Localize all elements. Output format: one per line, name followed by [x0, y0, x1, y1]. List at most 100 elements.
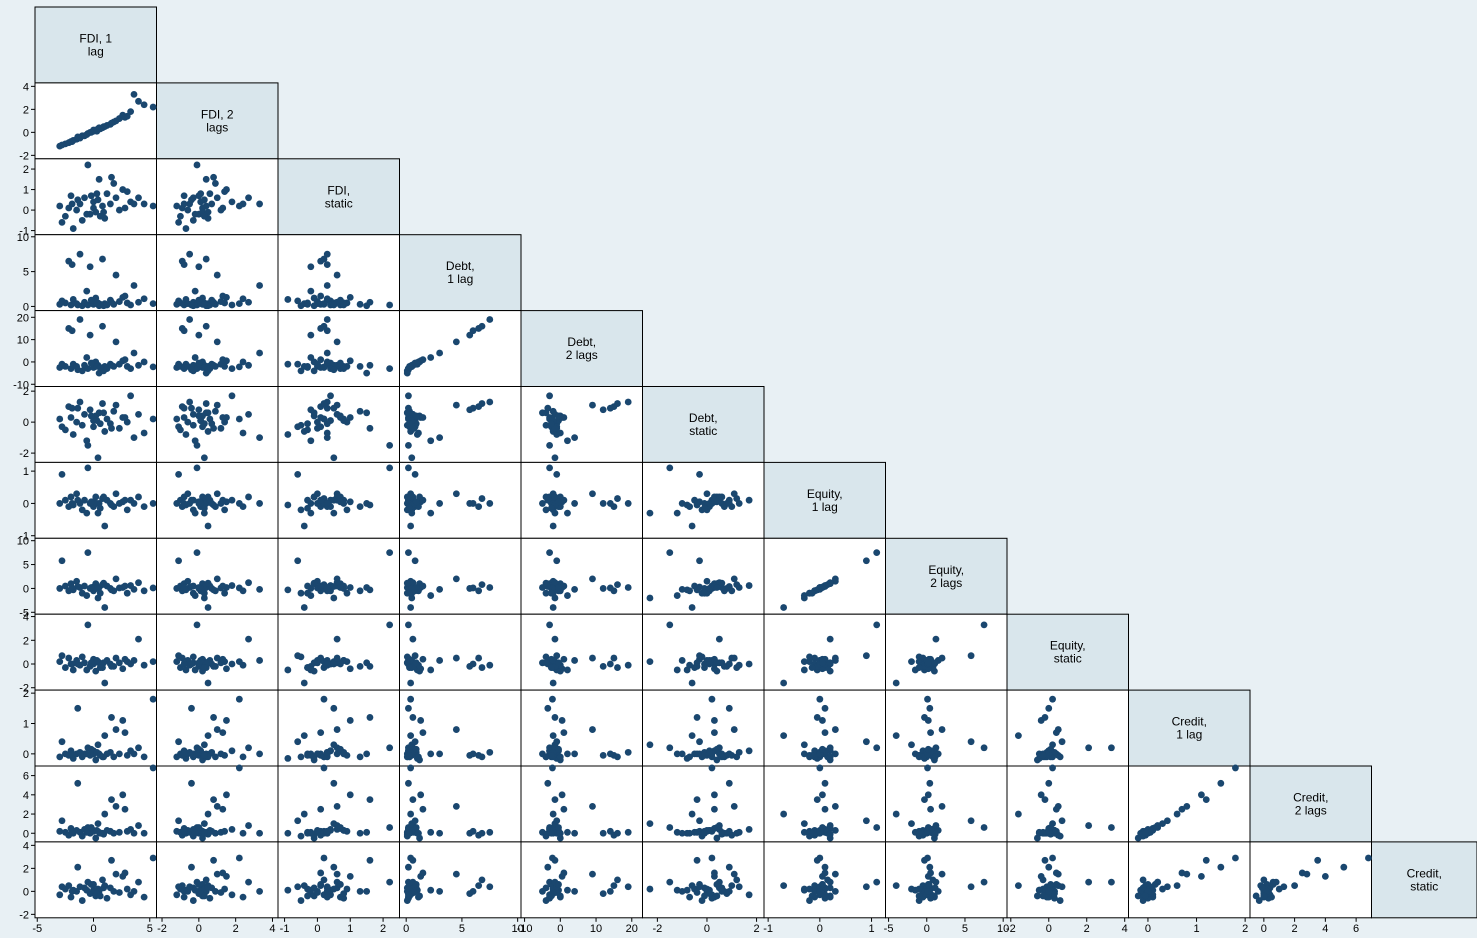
- variable-label: 1 lag: [812, 500, 838, 514]
- scatter-point: [549, 695, 556, 703]
- scatter-point: [589, 726, 596, 733]
- scatter-point: [103, 190, 111, 198]
- scatter-point: [195, 881, 203, 888]
- scatter-point: [87, 128, 95, 136]
- scatter-point: [693, 501, 701, 509]
- scatter-point: [68, 404, 76, 412]
- scatter-point: [542, 409, 550, 417]
- scatter-point: [204, 493, 212, 501]
- scatter-point: [221, 506, 229, 514]
- scatter-point: [938, 870, 946, 878]
- scatter-point: [366, 714, 374, 721]
- scatter-point: [336, 296, 344, 304]
- panel: [1006, 841, 1129, 919]
- scatter-point: [806, 658, 813, 666]
- scatter-point: [412, 881, 420, 888]
- scatter-point: [806, 653, 813, 661]
- variable-label: lag: [88, 44, 104, 58]
- scatter-point: [108, 173, 115, 181]
- scatter-point: [356, 407, 364, 415]
- scatter-point: [56, 500, 64, 507]
- scatter-point: [235, 500, 243, 507]
- scatter-point: [711, 729, 718, 737]
- scatter-point: [110, 180, 118, 187]
- scatter-point: [83, 210, 91, 218]
- scatter-point: [112, 802, 120, 810]
- scatter-point: [408, 454, 416, 462]
- scatter-point: [323, 434, 331, 442]
- scatter-point: [571, 434, 579, 442]
- y-tick-label: 20: [17, 312, 29, 324]
- scatter-point: [200, 820, 208, 828]
- scatter-point: [294, 738, 302, 746]
- scatter-point: [121, 729, 129, 737]
- scatter-point: [204, 679, 212, 687]
- y-tick-label: 0: [23, 417, 29, 429]
- scatter-point: [74, 133, 82, 141]
- scatter-point: [330, 366, 338, 374]
- scatter-point: [452, 401, 460, 409]
- panel: [34, 537, 157, 615]
- scatter-point: [86, 406, 94, 414]
- scatter-point: [300, 679, 308, 687]
- scatter-point: [366, 586, 374, 594]
- y-tick-label: 10: [17, 335, 29, 347]
- scatter-point: [336, 824, 344, 831]
- scatter-point: [330, 660, 338, 668]
- scatter-point: [245, 298, 252, 306]
- scatter-point: [204, 428, 212, 435]
- scatter-point: [68, 200, 76, 208]
- scatter-point: [182, 431, 190, 438]
- y-tick-label: 4: [23, 612, 29, 624]
- scatter-point: [1202, 796, 1210, 804]
- scatter-point: [911, 886, 919, 894]
- scatter-point: [819, 745, 826, 753]
- scatter-point: [363, 409, 371, 417]
- scatter-point: [96, 364, 104, 371]
- scatter-point: [333, 654, 341, 662]
- scatter-point: [108, 119, 115, 127]
- scatter-point: [356, 300, 364, 308]
- scatter-point: [730, 490, 738, 498]
- scatter-point: [108, 662, 115, 670]
- scatter-point: [135, 361, 142, 369]
- scatter-point: [323, 295, 331, 303]
- scatter-point: [873, 744, 881, 752]
- scatter-point: [193, 621, 201, 629]
- scatter-point: [96, 664, 104, 671]
- scatter-point: [191, 287, 199, 295]
- scatter-point: [405, 621, 412, 629]
- scatter-point: [245, 361, 252, 369]
- scatter-point: [210, 586, 217, 594]
- scatter-point: [808, 664, 816, 671]
- scatter-point: [221, 589, 229, 597]
- scatter-point: [1178, 869, 1186, 877]
- scatter-point: [403, 579, 411, 587]
- scatter-point: [1056, 832, 1064, 840]
- scatter-point: [564, 666, 571, 674]
- scatter-point: [427, 354, 435, 361]
- scatter-point: [204, 522, 212, 530]
- scatter-point: [68, 660, 76, 668]
- scatter-point: [427, 437, 435, 445]
- scatter-point: [718, 493, 726, 501]
- scatter-point: [614, 876, 621, 884]
- scatter-point: [108, 856, 115, 864]
- scatter-point: [406, 751, 413, 759]
- scatter-point: [711, 665, 718, 673]
- scatter-point: [340, 890, 348, 898]
- scatter-point: [58, 883, 66, 891]
- scatter-point: [180, 327, 188, 335]
- scatter-point: [1033, 892, 1041, 900]
- scatter-point: [696, 817, 703, 825]
- scatter-point: [84, 365, 92, 373]
- scatter-point: [678, 657, 686, 664]
- scatter-point: [1035, 886, 1043, 894]
- scatter-point: [403, 409, 411, 417]
- scatter-point: [720, 503, 728, 511]
- scatter-point: [606, 750, 614, 758]
- scatter-point: [121, 655, 129, 663]
- scatter-point: [1232, 764, 1239, 772]
- scatter-point: [469, 660, 477, 668]
- scatter-point: [68, 827, 76, 835]
